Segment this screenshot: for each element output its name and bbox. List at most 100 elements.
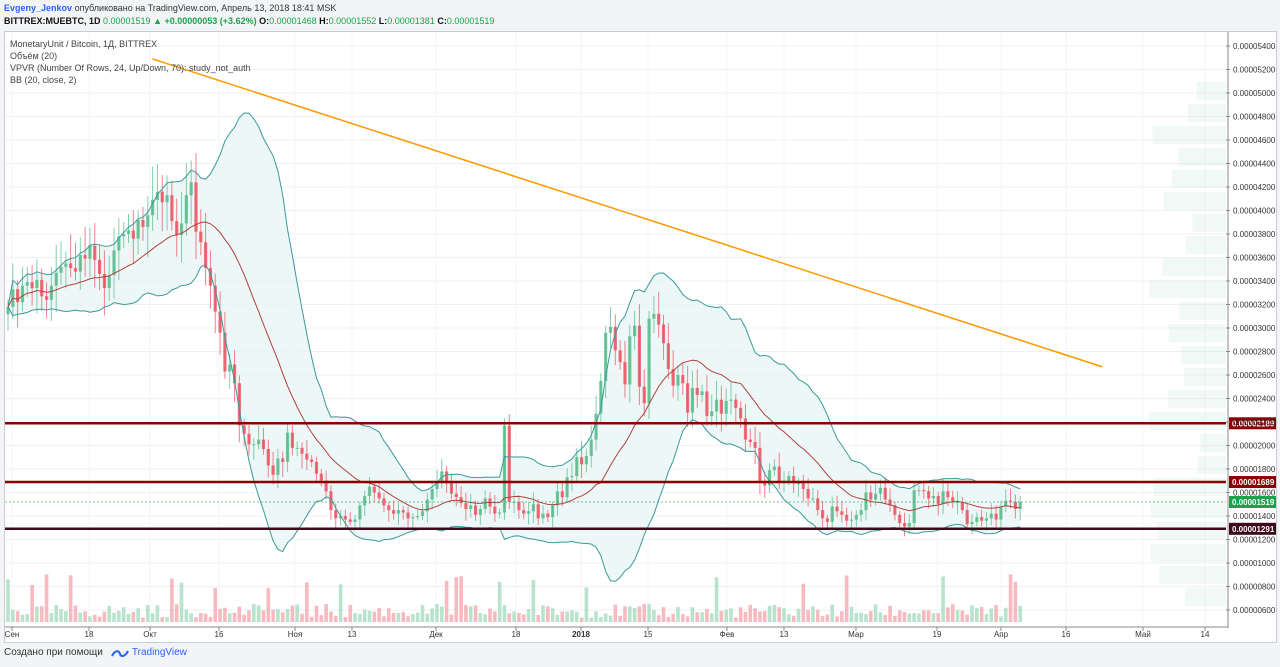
volume-bar [102, 611, 107, 622]
price-tick-label: 0.00004800 [1233, 113, 1276, 122]
volume-bar [145, 605, 150, 622]
volume-bar [150, 613, 155, 622]
volume-bar [141, 617, 145, 622]
candle-body [498, 512, 502, 514]
volume-bar [618, 615, 622, 622]
legend-bb[interactable]: BB (20, close, 2) [10, 75, 77, 85]
volume-bar [700, 612, 704, 622]
candle-body [710, 411, 714, 417]
volume-bar [396, 613, 401, 622]
candle-body [984, 518, 989, 521]
legend-vpvr[interactable]: VPVR (Number Of Rows, 24, Up/Down, 70): … [10, 63, 251, 73]
volume-bar [11, 609, 15, 622]
volume-bar [603, 613, 608, 622]
price-tick-label: 0.00003200 [1233, 301, 1276, 310]
candle-body [840, 511, 844, 515]
candle-body [806, 488, 810, 499]
candle-body [334, 510, 338, 519]
volume-bar [493, 611, 497, 622]
volume-bar [936, 613, 941, 622]
volume-bar [666, 616, 671, 622]
candle-body [965, 510, 969, 525]
volume-bar [709, 613, 714, 622]
candle-body [469, 505, 473, 509]
volume-bar [1008, 574, 1013, 622]
candle-body [739, 407, 743, 419]
volume-bar [893, 615, 897, 622]
time-tick-label: Ноя [288, 630, 303, 639]
volume-profile-row [1178, 148, 1226, 166]
candle-body [917, 490, 921, 492]
horizontal-level-label: 0.00002189 [1232, 419, 1275, 428]
volume-bars [6, 574, 1022, 622]
volume-bar [377, 607, 381, 622]
volume-bar [772, 604, 777, 622]
volume-bar [64, 611, 68, 622]
volume-bar [468, 606, 473, 622]
tradingview-link[interactable]: TradingView [110, 647, 187, 658]
volume-bar [507, 613, 512, 622]
volume-bar [261, 610, 266, 622]
volume-bar [835, 616, 839, 622]
volume-bar [917, 613, 921, 622]
volume-bar [35, 606, 39, 622]
candle-body [382, 498, 386, 506]
volume-bar [970, 605, 974, 622]
candle-body [281, 458, 285, 462]
volume-bar [656, 615, 661, 622]
candle-body [478, 508, 482, 515]
volume-profile-row [1150, 544, 1226, 562]
candle-body [194, 182, 198, 232]
volume-bar [194, 617, 198, 622]
candle-body [1013, 501, 1017, 509]
legend-volume[interactable]: Объём (20) [10, 51, 58, 61]
volume-bar [512, 611, 516, 622]
volume-bar [685, 616, 690, 622]
candle-body [893, 505, 897, 515]
volume-bar [223, 607, 227, 622]
volume-bar [121, 607, 126, 622]
volume-bar [849, 606, 854, 622]
volume-profile-row [1163, 192, 1226, 210]
time-tick-label: 15 [644, 630, 653, 639]
volume-bar [671, 613, 675, 622]
candle-body [743, 418, 748, 440]
candle-body [724, 400, 728, 414]
volume-bar [97, 616, 102, 622]
author-link[interactable]: Evgeny_Jenkov [4, 3, 73, 13]
time-axis: Сен 18 Окт 16 Ноя 13 Дек 18 2018 15 Фев 13 Мар 19 Апр 1… [5, 626, 1228, 639]
candle-body [329, 491, 333, 511]
candle-body [758, 447, 762, 481]
candle-body [845, 514, 849, 521]
symbol-label: BITTREX:MUEBTC, 1D [4, 16, 101, 26]
volume-bar [252, 604, 256, 622]
candle-body [406, 512, 410, 519]
volume-bar [975, 608, 979, 622]
candle-body [859, 510, 863, 515]
volume-bar [1003, 607, 1008, 622]
volume-bar [242, 614, 246, 622]
price-tick-label: 0.00000800 [1233, 583, 1276, 592]
volume-bar [926, 610, 931, 622]
volume-bar [49, 612, 54, 622]
volume-profile-row [1180, 346, 1226, 364]
volume-bar [652, 609, 656, 622]
time-tick-label: 18 [512, 630, 521, 639]
candle-body [199, 231, 203, 243]
volume-bar [1018, 606, 1022, 622]
volume-bar [391, 612, 396, 622]
candle-body [835, 506, 839, 512]
candle-body [502, 425, 507, 513]
volume-bar [174, 604, 179, 622]
time-tick-label: Окт [143, 630, 157, 639]
candle-body [637, 325, 642, 387]
candle-body [666, 343, 670, 370]
volume-bar [902, 612, 907, 622]
candle-body [69, 263, 73, 269]
candle-body [473, 505, 478, 515]
price-tick-label: 0.00003400 [1233, 277, 1276, 286]
candle-body [155, 191, 160, 200]
volume-bar [88, 616, 92, 622]
legend-title: MonetaryUnit / Bitcoin, 1Д, BITTREX [10, 39, 158, 49]
